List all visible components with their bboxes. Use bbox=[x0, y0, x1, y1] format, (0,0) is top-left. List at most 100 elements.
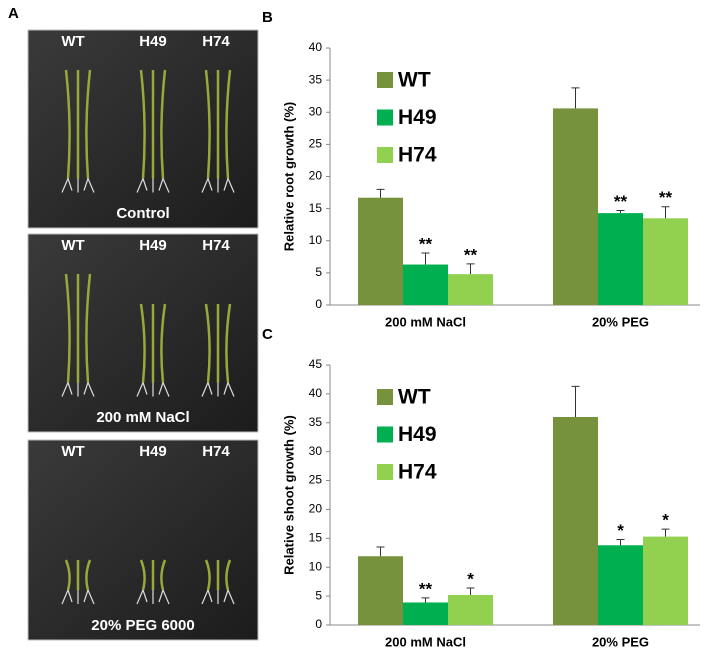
root bbox=[83, 178, 95, 193]
y-tick-label: 35 bbox=[309, 415, 323, 429]
bar bbox=[403, 602, 448, 625]
y-tick-label: 10 bbox=[309, 233, 323, 247]
significance: ** bbox=[464, 245, 478, 264]
genotype-label: H74 bbox=[202, 237, 230, 254]
y-tick-label: 40 bbox=[309, 386, 323, 400]
seedling bbox=[139, 303, 146, 383]
legend-swatch bbox=[377, 426, 393, 443]
seedling bbox=[64, 273, 71, 383]
error-bar bbox=[661, 528, 670, 537]
y-axis-label: Relative root growth (%) bbox=[281, 102, 296, 252]
root bbox=[61, 382, 73, 397]
error-bar bbox=[376, 546, 385, 557]
significance: ** bbox=[419, 579, 433, 598]
root bbox=[201, 589, 213, 605]
y-tick-label: 15 bbox=[309, 201, 323, 215]
error-bar bbox=[571, 87, 580, 109]
y-tick-label: 5 bbox=[315, 588, 322, 602]
bar bbox=[598, 545, 643, 625]
legend-label: H49 bbox=[398, 423, 437, 446]
panel-label: C bbox=[262, 326, 273, 343]
x-tick-label: 200 mM NaCl bbox=[385, 634, 466, 649]
genotype-label: H49 bbox=[139, 443, 167, 460]
error-bar bbox=[421, 252, 430, 265]
legend-label: WT bbox=[398, 386, 431, 409]
seedling bbox=[139, 559, 146, 591]
root bbox=[136, 382, 148, 397]
legend-label: H74 bbox=[398, 461, 437, 484]
bar bbox=[358, 556, 403, 625]
y-tick-label: 25 bbox=[309, 137, 323, 151]
root bbox=[158, 178, 170, 193]
condition-label: Control bbox=[116, 205, 169, 222]
y-tick-label: 20 bbox=[309, 169, 323, 183]
photo bbox=[27, 29, 259, 229]
root bbox=[136, 178, 148, 193]
genotype-label: H49 bbox=[139, 33, 167, 50]
error-bar bbox=[466, 587, 475, 595]
legend-swatch bbox=[377, 389, 393, 405]
x-tick-label: 200 mM NaCl bbox=[385, 314, 466, 329]
seedling bbox=[64, 559, 71, 591]
y-tick-label: 30 bbox=[309, 104, 323, 118]
condition-label: 200 mM NaCl bbox=[96, 409, 189, 426]
genotype-label: WT bbox=[61, 33, 84, 50]
seedling bbox=[204, 559, 211, 591]
significance: ** bbox=[419, 234, 433, 253]
x-tick-label: 20% PEG bbox=[592, 314, 649, 329]
seedling bbox=[204, 303, 211, 383]
y-tick-label: 35 bbox=[309, 72, 323, 86]
root bbox=[83, 589, 95, 605]
root bbox=[201, 178, 213, 193]
seedling bbox=[85, 559, 92, 591]
legend-swatch bbox=[377, 109, 393, 126]
root bbox=[201, 382, 213, 397]
error-bar bbox=[616, 538, 625, 546]
bar bbox=[403, 264, 448, 305]
root bbox=[223, 382, 235, 397]
seedling bbox=[85, 69, 92, 179]
root bbox=[61, 178, 73, 193]
error-bar bbox=[616, 210, 625, 214]
seedling bbox=[64, 69, 71, 179]
bar bbox=[553, 417, 598, 625]
error-bar bbox=[421, 597, 430, 603]
seedling bbox=[225, 303, 232, 383]
legend-label: H74 bbox=[398, 144, 437, 167]
bar bbox=[643, 536, 688, 625]
error-bar bbox=[466, 263, 475, 275]
root bbox=[223, 178, 235, 193]
root bbox=[61, 589, 73, 605]
condition-label: 20% PEG 6000 bbox=[91, 617, 194, 634]
significance: ** bbox=[659, 188, 673, 207]
bar bbox=[598, 213, 643, 305]
panel-label: A bbox=[8, 5, 19, 22]
seedling bbox=[225, 69, 232, 179]
legend-swatch bbox=[377, 147, 393, 163]
y-tick-label: 45 bbox=[309, 357, 323, 371]
genotype-label: H74 bbox=[202, 443, 230, 460]
seedling bbox=[204, 69, 211, 179]
legend-label: WT bbox=[398, 69, 431, 92]
seedling bbox=[139, 69, 146, 179]
y-tick-label: 5 bbox=[315, 265, 322, 279]
error-bar bbox=[661, 206, 670, 219]
y-tick-label: 0 bbox=[315, 297, 322, 311]
y-axis-label: Relative shoot growth (%) bbox=[281, 415, 296, 575]
error-bar bbox=[376, 188, 385, 198]
genotype-label: WT bbox=[61, 443, 84, 460]
seedling bbox=[85, 273, 92, 383]
root bbox=[158, 382, 170, 397]
bar bbox=[358, 197, 403, 305]
y-tick-label: 10 bbox=[309, 559, 323, 573]
bar bbox=[448, 594, 493, 625]
y-tick-label: 30 bbox=[309, 444, 323, 458]
bar bbox=[448, 274, 493, 305]
legend-swatch bbox=[377, 72, 393, 88]
root bbox=[136, 589, 148, 605]
genotype-label: H74 bbox=[202, 33, 230, 50]
root bbox=[83, 382, 95, 397]
significance: ** bbox=[614, 192, 628, 211]
root bbox=[223, 589, 235, 605]
